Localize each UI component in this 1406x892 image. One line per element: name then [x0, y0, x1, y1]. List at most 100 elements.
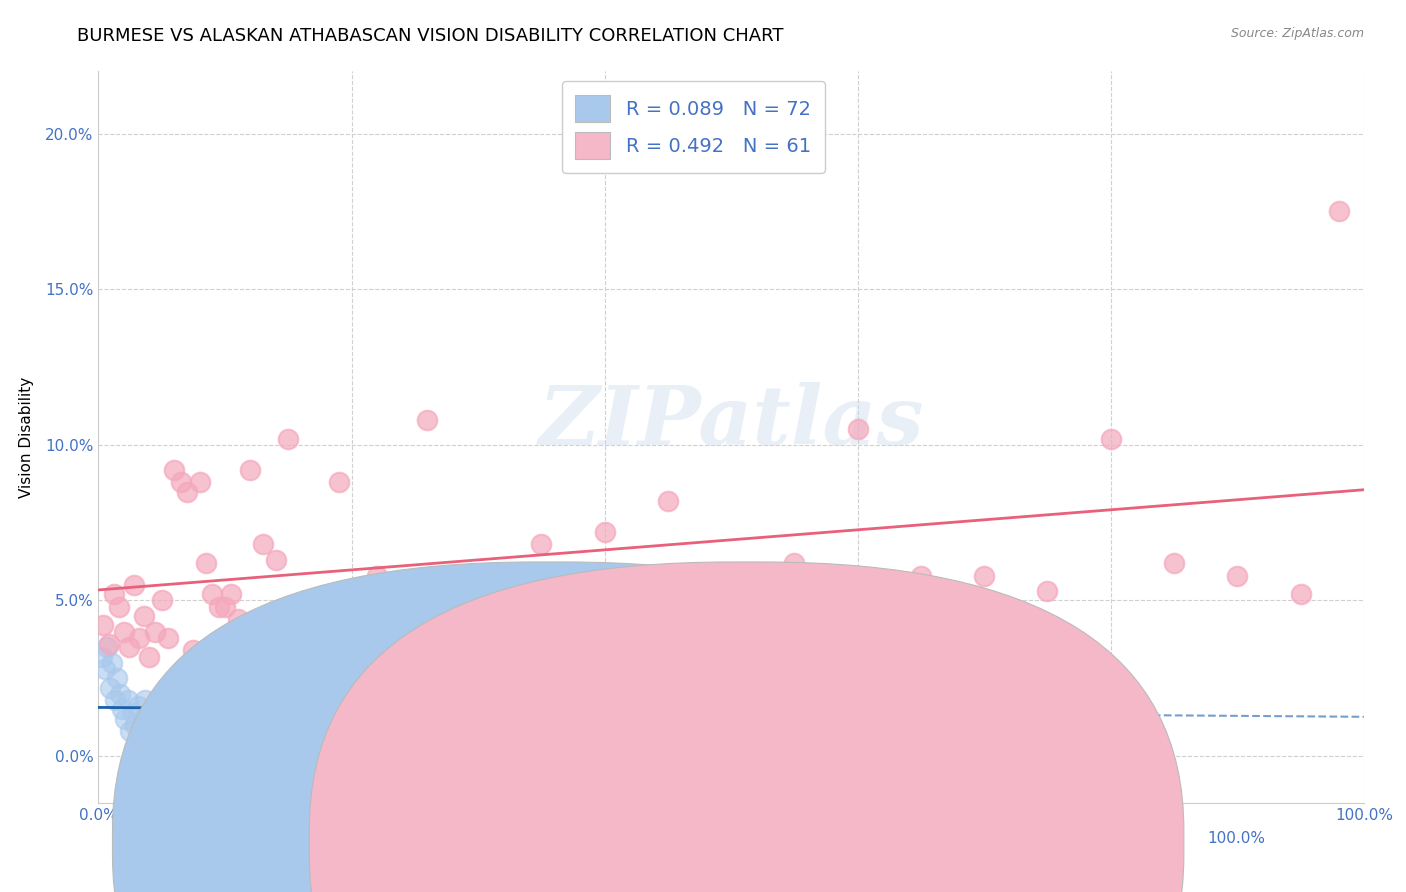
Point [136, 721, 159, 735]
Point [117, 693, 139, 707]
Point [910, 743, 932, 757]
Point [165, 702, 187, 716]
Point [246, 640, 269, 655]
Point [593, 524, 616, 539]
Point [188, 475, 211, 490]
Text: 0.0%: 0.0% [176, 831, 215, 846]
Point [174, 721, 197, 735]
Point [132, 712, 155, 726]
Point [212, 724, 235, 739]
Point [264, 708, 287, 723]
Point [208, 702, 231, 716]
Point [114, 712, 136, 726]
Point [467, 568, 489, 582]
Point [120, 724, 141, 739]
Point [215, 731, 238, 745]
Point [219, 587, 243, 601]
Point [233, 706, 256, 720]
Point [107, 671, 129, 685]
Point [103, 587, 125, 601]
Point [226, 640, 249, 655]
Point [190, 714, 212, 729]
Point [129, 731, 152, 745]
Text: Source: ZipAtlas.com: Source: ZipAtlas.com [1230, 27, 1364, 40]
Point [122, 578, 145, 592]
Point [194, 556, 217, 570]
Point [720, 640, 742, 655]
Point [200, 706, 222, 720]
Point [146, 727, 169, 741]
Point [657, 494, 679, 508]
Point [121, 706, 143, 720]
Point [328, 475, 350, 490]
Point [176, 484, 198, 499]
Point [239, 463, 262, 477]
Point [169, 475, 191, 490]
Text: ZIPatlas: ZIPatlas [538, 383, 924, 462]
Text: BURMESE VS ALASKAN ATHABASCAN VISION DISABILITY CORRELATION CHART: BURMESE VS ALASKAN ATHABASCAN VISION DIS… [77, 27, 783, 45]
Point [1226, 568, 1249, 582]
Point [124, 718, 146, 732]
Point [93, 662, 117, 676]
Point [169, 724, 191, 739]
Point [208, 599, 231, 614]
Point [97, 637, 120, 651]
Point [315, 662, 337, 676]
Point [239, 699, 262, 714]
Point [167, 712, 190, 726]
Point [720, 587, 742, 601]
Point [1036, 584, 1059, 599]
Point [404, 739, 426, 754]
Point [302, 631, 325, 645]
Point [202, 696, 225, 710]
Point [138, 649, 160, 664]
Point [162, 724, 184, 739]
Point [910, 568, 932, 582]
Point [205, 681, 228, 695]
Point [152, 721, 174, 735]
Point [366, 568, 388, 582]
Point [108, 687, 131, 701]
Text: Burmese: Burmese [576, 831, 644, 846]
Point [277, 649, 299, 664]
Point [530, 739, 553, 754]
Point [107, 599, 129, 614]
Point [98, 681, 121, 695]
Point [197, 718, 219, 732]
Point [139, 706, 162, 720]
Point [145, 699, 166, 714]
Point [720, 702, 742, 716]
Point [134, 693, 156, 707]
Point [252, 537, 274, 551]
Point [201, 587, 224, 601]
Point [1327, 204, 1350, 219]
Point [104, 693, 127, 707]
Point [111, 702, 134, 716]
Text: Alaskan Athabascans: Alaskan Athabascans [773, 831, 935, 846]
Point [145, 624, 166, 639]
Point [91, 649, 114, 664]
Point [214, 599, 236, 614]
Y-axis label: Vision Disability: Vision Disability [20, 376, 34, 498]
Point [973, 568, 995, 582]
Point [277, 432, 299, 446]
Point [264, 553, 287, 567]
Point [157, 731, 180, 745]
Point [142, 718, 165, 732]
Point [150, 593, 173, 607]
Legend: R = 0.089   N = 72, R = 0.492   N = 61: R = 0.089 N = 72, R = 0.492 N = 61 [562, 81, 824, 173]
Point [846, 568, 869, 582]
Point [93, 618, 115, 632]
Point [128, 631, 150, 645]
Point [193, 724, 215, 739]
Point [846, 422, 869, 436]
Point [177, 718, 200, 732]
Point [252, 687, 274, 701]
Point [1163, 556, 1185, 570]
Point [530, 537, 553, 551]
Point [183, 708, 205, 723]
Point [416, 413, 439, 427]
Text: 100.0%: 100.0% [1208, 831, 1265, 846]
Point [118, 640, 141, 655]
Point [163, 463, 186, 477]
